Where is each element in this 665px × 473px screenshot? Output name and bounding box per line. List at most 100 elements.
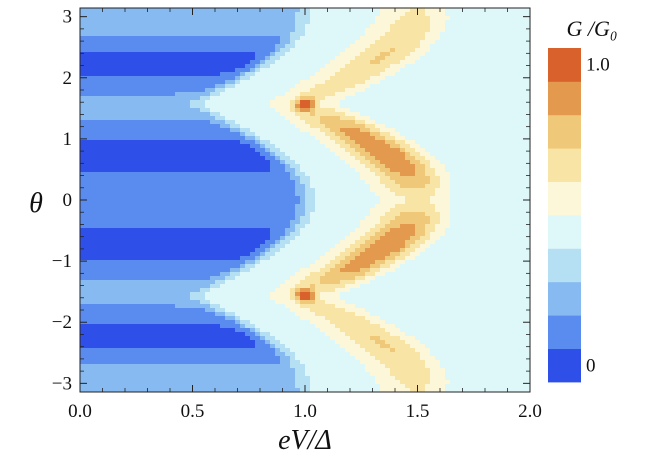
heatmap-cell — [120, 80, 126, 85]
heatmap-cell — [420, 112, 426, 117]
heatmap-cell — [315, 64, 321, 69]
heatmap-cell — [255, 192, 261, 197]
heatmap-cell — [360, 100, 366, 105]
heatmap-cell — [260, 40, 266, 45]
heatmap-cell — [405, 204, 411, 209]
heatmap-cell — [275, 76, 281, 81]
heatmap-cell — [355, 136, 361, 141]
heatmap-cell — [80, 12, 86, 17]
heatmap-cell — [500, 28, 506, 33]
heatmap-cell — [320, 164, 326, 169]
heatmap-cell — [460, 48, 466, 53]
heatmap-cell — [190, 216, 196, 221]
heatmap-cell — [480, 124, 486, 129]
heatmap-cell — [230, 216, 236, 221]
heatmap-cell — [380, 200, 386, 205]
heatmap-cell — [215, 132, 221, 137]
heatmap-cell — [210, 220, 216, 225]
heatmap-cell — [80, 164, 86, 169]
heatmap-cell — [200, 64, 206, 69]
heatmap-cell — [285, 88, 291, 93]
heatmap-cell — [515, 100, 521, 105]
heatmap-cell — [105, 72, 111, 77]
heatmap-cell — [295, 132, 301, 137]
heatmap-cell — [355, 208, 361, 213]
heatmap-cell — [335, 108, 341, 113]
heatmap-cell — [215, 152, 221, 157]
heatmap-cell — [160, 88, 166, 93]
heatmap-cell — [210, 168, 216, 173]
heatmap-cell — [185, 228, 191, 233]
heatmap-cell — [125, 180, 131, 185]
heatmap-cell — [95, 28, 101, 33]
heatmap-cell — [220, 116, 226, 121]
heatmap-cell — [155, 196, 161, 201]
heatmap-cell — [475, 168, 481, 173]
heatmap-cell — [85, 204, 91, 209]
heatmap-cell — [290, 100, 296, 105]
heatmap-cell — [360, 68, 366, 73]
heatmap-cell — [165, 224, 171, 229]
heatmap-cell — [180, 20, 186, 25]
heatmap-cell — [125, 196, 131, 201]
heatmap-cell — [515, 72, 521, 77]
heatmap-cell — [305, 140, 311, 145]
heatmap-cell — [130, 220, 136, 225]
heatmap-cell — [305, 24, 311, 29]
heatmap-cell — [160, 44, 166, 49]
heatmap-cell — [255, 196, 261, 201]
heatmap-cell — [200, 196, 206, 201]
heatmap-cell — [345, 164, 351, 169]
heatmap-cell — [375, 84, 381, 89]
heatmap-cell — [430, 124, 436, 129]
heatmap-cell — [450, 44, 456, 49]
heatmap-cell — [360, 92, 366, 97]
heatmap-cell — [455, 176, 461, 181]
heatmap-cell — [370, 76, 376, 81]
heatmap-cell — [120, 52, 126, 57]
heatmap-cell — [485, 92, 491, 97]
heatmap-cell — [185, 76, 191, 81]
heatmap-cell — [135, 112, 141, 117]
heatmap-cell — [195, 76, 201, 81]
heatmap-cell — [165, 100, 171, 105]
heatmap-cell — [490, 36, 496, 41]
heatmap-cell — [255, 220, 261, 225]
heatmap-cell — [420, 20, 426, 25]
heatmap-cell — [410, 148, 416, 153]
heatmap-cell — [460, 200, 466, 205]
heatmap-cell — [230, 136, 236, 141]
heatmap-cell — [475, 12, 481, 17]
heatmap-cell — [405, 124, 411, 129]
heatmap-cell — [240, 168, 246, 173]
heatmap-cell — [500, 16, 506, 21]
heatmap-cell — [180, 120, 186, 125]
heatmap-cell — [145, 116, 151, 121]
heatmap-cell — [390, 128, 396, 133]
heatmap-cell — [380, 160, 386, 165]
heatmap-cell — [405, 52, 411, 57]
heatmap-cell — [520, 28, 526, 33]
heatmap-cell — [385, 208, 391, 213]
heatmap-cell — [385, 116, 391, 121]
heatmap-cell — [130, 12, 136, 17]
heatmap-cell — [190, 24, 196, 29]
heatmap-cell — [230, 188, 236, 193]
heatmap-cell — [150, 136, 156, 141]
heatmap-cell — [185, 140, 191, 145]
heatmap-cell — [365, 44, 371, 49]
heatmap-cell — [180, 212, 186, 217]
heatmap-cell — [195, 160, 201, 165]
heatmap-cell — [275, 92, 281, 97]
heatmap-cell — [355, 48, 361, 53]
heatmap-cell — [430, 56, 436, 61]
heatmap-cell — [405, 16, 411, 21]
heatmap-cell — [410, 96, 416, 101]
heatmap-cell — [330, 116, 336, 121]
heatmap-cell — [175, 36, 181, 41]
heatmap-cell — [90, 124, 96, 129]
heatmap-cell — [370, 16, 376, 21]
heatmap-cell — [125, 200, 131, 205]
heatmap-cell — [305, 220, 311, 225]
heatmap-cell — [490, 96, 496, 101]
